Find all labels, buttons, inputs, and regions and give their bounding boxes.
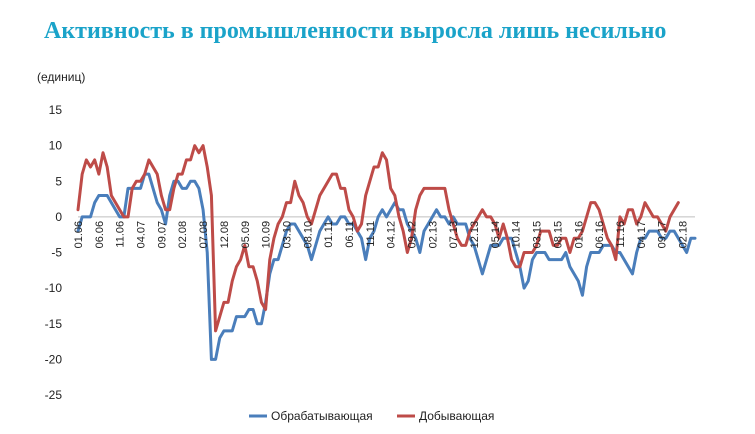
x-tick-label: 02.18 bbox=[677, 221, 689, 249]
x-tick-label: 06.16 bbox=[594, 221, 606, 249]
x-tick-label: 04.12 bbox=[386, 221, 398, 249]
x-tick-label: 10.09 bbox=[261, 221, 273, 249]
series-line-1 bbox=[76, 172, 697, 361]
x-tick-label: 07.13 bbox=[448, 221, 460, 249]
x-tick-label: 08.15 bbox=[552, 221, 564, 249]
x-tick-label: 11.16 bbox=[615, 221, 627, 248]
x-tick-label: 04.17 bbox=[636, 221, 648, 249]
y-tick-label: -20 bbox=[45, 352, 63, 366]
chart-title: Активность в промышленности выросла лишь… bbox=[44, 18, 667, 44]
x-tick-label: 10.14 bbox=[511, 221, 523, 249]
x-tick-label: 07.08 bbox=[198, 221, 210, 249]
x-tick-label: 09.17 bbox=[657, 221, 669, 249]
x-tick-label: 01.11 bbox=[323, 221, 335, 248]
x-tick-label: 04.07 bbox=[136, 221, 148, 249]
legend-label: Обрабатывающая bbox=[271, 409, 373, 423]
x-tick-label: 08.10 bbox=[302, 221, 314, 249]
x-tick-label: 11.11 bbox=[365, 221, 377, 247]
legend: Обрабатывающая Добывающая bbox=[249, 409, 494, 423]
x-tick-label: 09.12 bbox=[407, 221, 419, 249]
x-tick-label: 02.08 bbox=[177, 221, 189, 249]
legend-label: Добывающая bbox=[419, 409, 494, 423]
x-tick-label: 06.11 bbox=[344, 221, 356, 248]
x-tick-label: 12.13 bbox=[469, 221, 481, 249]
y-axis-unit-label: (единиц) bbox=[37, 70, 86, 84]
y-tick-label: -10 bbox=[45, 281, 63, 295]
series-lines bbox=[76, 144, 697, 361]
y-tick-label: 15 bbox=[49, 103, 63, 117]
series-line-2 bbox=[76, 144, 680, 333]
y-tick-label: -15 bbox=[45, 317, 63, 331]
x-tick-label: 01.16 bbox=[573, 221, 585, 249]
x-tick-label: 05.14 bbox=[490, 221, 502, 249]
y-tick-label: 5 bbox=[55, 174, 62, 188]
y-tick-label: -25 bbox=[45, 388, 63, 402]
x-tick-label: 12.08 bbox=[219, 221, 231, 249]
x-tick-label: 06.06 bbox=[94, 221, 106, 249]
y-axis: 15 10 5 0 -5 -10 -15 -20 -25 bbox=[45, 103, 63, 402]
y-tick-label: -5 bbox=[51, 246, 62, 260]
x-tick-label: 05.09 bbox=[240, 221, 252, 249]
x-tick-label: 02.13 bbox=[427, 221, 439, 249]
x-tick-label: 09.07 bbox=[156, 221, 168, 249]
x-tick-label: 03.15 bbox=[532, 221, 544, 249]
x-tick-label: 11.06 bbox=[115, 221, 127, 248]
y-tick-label: 0 bbox=[55, 210, 62, 224]
x-tick-label: 03.10 bbox=[281, 221, 293, 249]
x-tick-label: 01.06 bbox=[73, 221, 85, 249]
x-axis-labels: 01.06 06.06 11.06 04.07 09.07 02.08 07.08 12.08… bbox=[73, 221, 689, 249]
y-tick-label: 10 bbox=[49, 139, 63, 153]
